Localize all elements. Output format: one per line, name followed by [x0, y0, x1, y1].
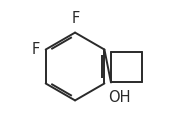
Text: F: F [72, 11, 80, 26]
Text: F: F [31, 42, 40, 57]
Text: OH: OH [108, 90, 130, 105]
